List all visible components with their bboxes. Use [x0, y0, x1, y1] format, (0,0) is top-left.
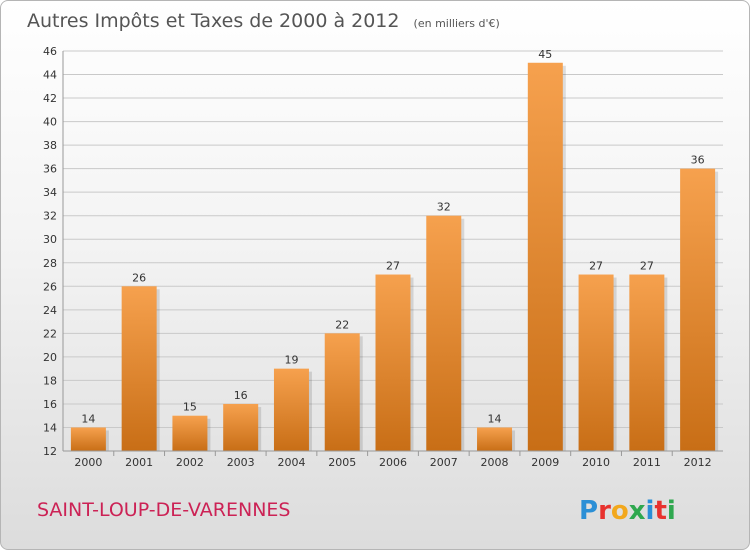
data-label: 14	[81, 412, 95, 425]
logo-letter: t	[654, 496, 666, 526]
y-tick-label: 24	[43, 304, 57, 317]
data-label: 27	[386, 260, 400, 273]
bar	[527, 62, 563, 451]
y-tick-label: 28	[43, 257, 57, 270]
y-tick-label: 16	[43, 398, 57, 411]
data-label: 26	[132, 271, 146, 284]
logo-letter: o	[611, 496, 629, 526]
data-label: 22	[335, 318, 349, 331]
bar	[578, 274, 614, 451]
x-tick-label: 2002	[176, 456, 204, 469]
y-tick-label: 38	[43, 139, 57, 152]
x-tick-label: 2003	[227, 456, 255, 469]
y-tick-label: 14	[43, 421, 57, 434]
grid-lines	[63, 50, 723, 452]
chart-title-text: Autres Impôts et Taxes de 2000 à 2012	[27, 10, 400, 32]
bar	[375, 274, 411, 451]
y-tick-label: 22	[43, 327, 57, 340]
y-tick-label: 30	[43, 233, 57, 246]
x-tick-label: 2005	[328, 456, 356, 469]
x-tick-label: 2009	[531, 456, 559, 469]
x-tick-label: 2006	[379, 456, 407, 469]
y-tick-label: 44	[43, 69, 57, 82]
x-tick-label: 2007	[430, 456, 458, 469]
chart-unit: (en milliers d'€)	[414, 17, 500, 30]
bar	[629, 274, 665, 451]
x-tick-label: 2012	[684, 456, 712, 469]
bar	[121, 286, 157, 451]
bar	[426, 215, 462, 451]
data-label: 14	[488, 412, 502, 425]
x-tick-label: 2010	[582, 456, 610, 469]
city-name: SAINT-LOUP-DE-VARENNES	[37, 499, 290, 521]
y-tick-label: 46	[43, 45, 57, 58]
y-tick-label: 32	[43, 210, 57, 223]
data-label: 45	[538, 48, 552, 61]
bar	[680, 168, 716, 451]
y-tick-label: 26	[43, 280, 57, 293]
data-label: 15	[183, 401, 197, 414]
chart-title: Autres Impôts et Taxes de 2000 à 2012 (e…	[27, 10, 500, 32]
logo-letter: i	[667, 496, 676, 526]
bar	[70, 427, 106, 451]
y-axis: 12 14 16 18 20 22 24 26 28 30 32 34 36 38 40 42 44 46	[43, 45, 64, 458]
logo-letter: r	[598, 496, 611, 526]
x-axis: 2000 2001 2002 2003 2004 2005 2006 2007 2008 2009…	[63, 450, 723, 469]
y-tick-label: 18	[43, 374, 57, 387]
y-tick-label: 40	[43, 116, 57, 129]
bar	[273, 368, 309, 451]
data-label: 36	[691, 154, 705, 167]
proxiti-logo: Proxiti	[579, 496, 676, 526]
bar	[172, 415, 208, 451]
x-tick-label: 2001	[125, 456, 153, 469]
data-label: 19	[284, 354, 298, 367]
y-tick-label: 36	[43, 163, 57, 176]
logo-letter: x	[629, 496, 646, 526]
x-tick-label: 2008	[481, 456, 509, 469]
x-tick-label: 2000	[74, 456, 102, 469]
bars: 14 26 15 16 19 22 27 32 14 45 27 27 36	[70, 48, 719, 451]
bar	[324, 333, 360, 451]
data-label: 27	[640, 260, 654, 273]
data-label: 16	[234, 389, 248, 402]
data-label: 32	[437, 201, 451, 214]
y-tick-label: 34	[43, 186, 57, 199]
data-label: 27	[589, 260, 603, 273]
bar	[477, 427, 513, 451]
logo-letter: i	[646, 496, 655, 526]
y-tick-label: 20	[43, 351, 57, 364]
bar	[223, 403, 259, 451]
logo-letter: P	[579, 496, 598, 526]
x-tick-label: 2004	[277, 456, 305, 469]
x-tick-label: 2011	[633, 456, 661, 469]
y-tick-label: 42	[43, 92, 57, 105]
y-tick-label: 12	[43, 445, 57, 458]
